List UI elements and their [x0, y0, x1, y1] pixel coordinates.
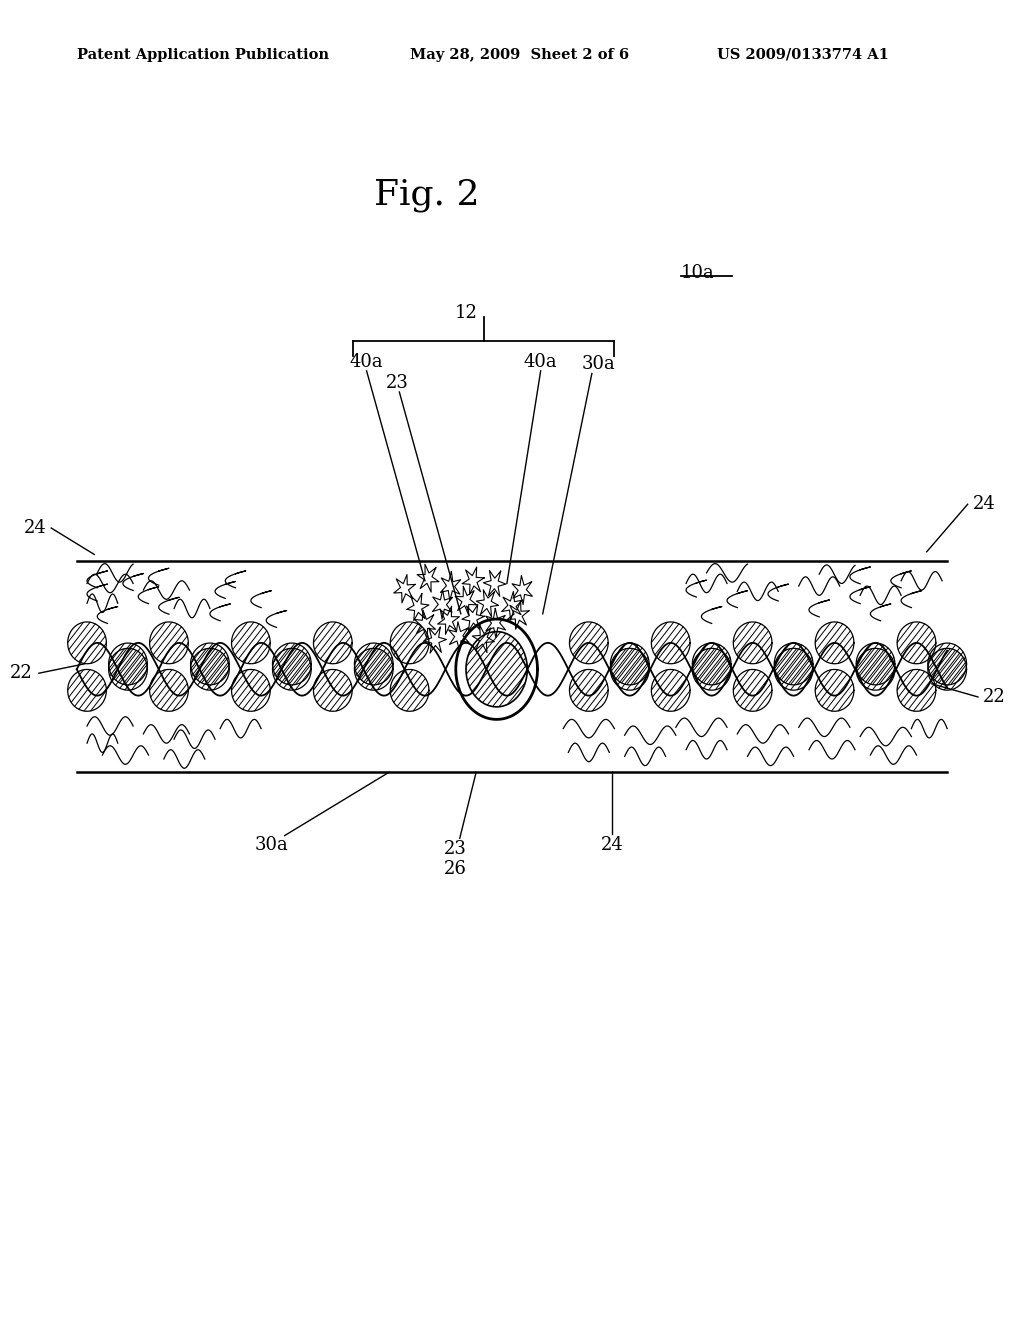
Text: US 2009/0133774 A1: US 2009/0133774 A1	[717, 48, 889, 62]
Text: 24: 24	[973, 495, 995, 513]
Text: 26: 26	[444, 859, 467, 878]
Text: Fig. 2: Fig. 2	[374, 178, 479, 213]
Text: Patent Application Publication: Patent Application Publication	[77, 48, 329, 62]
Text: 22: 22	[10, 664, 33, 682]
Text: May 28, 2009  Sheet 2 of 6: May 28, 2009 Sheet 2 of 6	[410, 48, 629, 62]
Text: 30a: 30a	[582, 355, 614, 374]
Text: 10a: 10a	[681, 264, 715, 282]
Text: 24: 24	[24, 519, 46, 537]
Text: 40a: 40a	[524, 352, 557, 371]
Text: 23: 23	[386, 374, 409, 392]
Text: 23: 23	[444, 840, 467, 858]
Text: 12: 12	[455, 304, 477, 322]
Text: 22: 22	[983, 688, 1006, 706]
Text: 24: 24	[601, 836, 624, 854]
Text: 30a: 30a	[255, 836, 288, 854]
Text: 40a: 40a	[350, 352, 383, 371]
